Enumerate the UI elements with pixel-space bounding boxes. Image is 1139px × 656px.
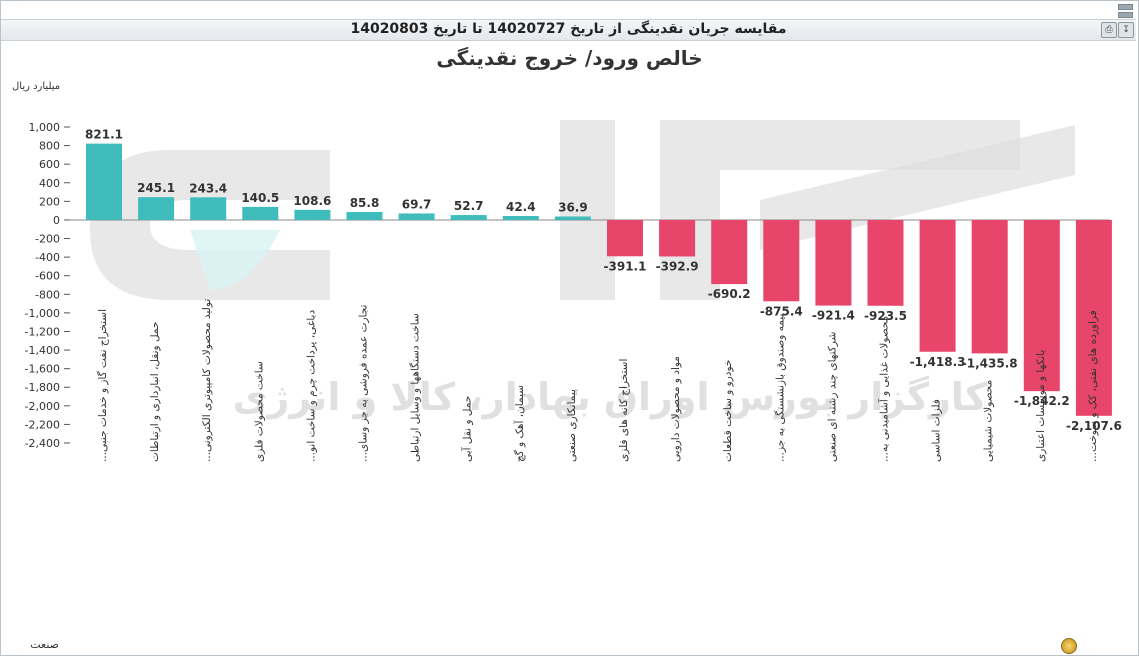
category-label: شرکتهای چند رشته ای صنعتی xyxy=(826,332,838,462)
bar xyxy=(450,215,487,220)
watermark-shape xyxy=(560,120,615,300)
bar xyxy=(138,197,175,220)
category-label: تولید محصولات کامپیوتری الکترونی... xyxy=(201,299,213,462)
value-label: 245.1 xyxy=(137,181,175,195)
bar xyxy=(502,216,539,220)
value-label: -2,107.6 xyxy=(1066,419,1122,433)
category-label: ساخت محصولات فلزی xyxy=(253,361,265,462)
refresh-icon[interactable] xyxy=(1061,638,1077,654)
category-label: استخراج کانه های فلزی xyxy=(618,359,630,462)
category-label: خودرو و ساخت قطعات xyxy=(722,360,734,462)
bar xyxy=(867,219,904,306)
value-label: 108.6 xyxy=(293,194,331,208)
bar xyxy=(554,216,591,220)
value-label: 42.4 xyxy=(506,200,536,214)
value-label: -875.4 xyxy=(760,304,803,318)
category-label: فلزات اساسی xyxy=(931,399,943,462)
category-label: ساخت دستگاهها و وسایل ارتباطی xyxy=(409,313,422,462)
watermark-logo: کارگزار بورس اوراق بهادار، کالا و انرژی xyxy=(90,120,1075,420)
bar xyxy=(711,219,748,285)
y-axis: 1,000 800 600 400 200 0 -200 -400 -600 -800 -1,000… xyxy=(25,121,1110,450)
category-label: دباغی، پرداخت چرم و ساخت انو... xyxy=(305,310,317,462)
y-tick-label: -800 xyxy=(35,288,60,301)
value-label: -392.9 xyxy=(656,259,699,273)
bars-group xyxy=(86,143,1112,416)
y-tick-label: 600 xyxy=(39,158,60,171)
y-tick-label: -200 xyxy=(35,233,60,246)
y-axis-unit: میلیارد ریال xyxy=(12,81,61,92)
y-tick-label: -2,000 xyxy=(25,400,60,413)
category-label: بانکها و موسسات اعتباری xyxy=(1035,350,1047,462)
value-label: 36.9 xyxy=(558,201,588,215)
y-tick-label: 800 xyxy=(39,140,60,153)
y-tick-label: -1,000 xyxy=(25,307,60,320)
bar xyxy=(294,209,331,220)
value-label: -1,418.3 xyxy=(910,355,966,369)
y-tick-label: 1,000 xyxy=(29,121,61,134)
window-titlebar: مقایسه جریان نقدینگی از تاریخ 14020727 ت… xyxy=(1,19,1136,41)
bar xyxy=(659,219,696,257)
category-label: بیمه وصندوق بازنشستگی به جز... xyxy=(773,314,786,462)
value-label: 243.4 xyxy=(189,181,227,195)
x-axis-title: صنعت xyxy=(30,638,59,651)
watermark-text: کارگزار بورس اوراق بهادار، کالا و انرژی xyxy=(233,375,988,420)
y-tick-label: -2,200 xyxy=(25,418,60,431)
value-label: 85.8 xyxy=(350,196,380,210)
category-label: سیمان، آهک و گچ xyxy=(513,385,526,462)
y-tick-label: -400 xyxy=(35,251,60,264)
bar xyxy=(398,213,435,220)
y-tick-label: 200 xyxy=(39,195,60,208)
category-label: حمل و نقل آبی xyxy=(461,396,474,462)
value-label: 140.5 xyxy=(241,191,279,205)
bar xyxy=(190,197,227,220)
watermark-shape xyxy=(90,150,330,300)
y-tick-label: -600 xyxy=(35,270,60,283)
y-tick-label: 400 xyxy=(39,177,60,190)
bar xyxy=(815,219,852,306)
y-tick-label: 0 xyxy=(53,214,60,227)
bar xyxy=(1023,219,1060,392)
watermark-accent xyxy=(190,230,280,290)
value-label: -391.1 xyxy=(604,259,647,273)
category-label: استخراج نفت گاز و خدمات جنبی... xyxy=(96,309,109,462)
y-tick-label: -1,800 xyxy=(25,381,60,394)
window-controls[interactable] xyxy=(1118,4,1133,20)
y-tick-label: -2,400 xyxy=(25,437,60,450)
y-tick-label: -1,200 xyxy=(25,325,60,338)
value-labels: 821.1 245.1 243.4 140.5 108.6 85.8 69.7 52.7 42.… xyxy=(85,128,1122,433)
category-label: محصولات شیمیایی xyxy=(983,380,995,462)
chart-title: خالص ورود/ خروج نقدینگی xyxy=(436,46,703,70)
category-label: پیمانکاری صنعتی xyxy=(566,389,578,462)
category-label: تجارت عمده فروشی به جز وسای... xyxy=(358,304,370,462)
window-title: مقایسه جریان نقدینگی از تاریخ 14020727 ت… xyxy=(350,21,787,37)
category-label: مواد و محصولات دارویی xyxy=(670,356,682,462)
bar xyxy=(971,219,1008,354)
bar xyxy=(242,206,279,220)
category-label: محصولات غذایی و آشامیدنی به... xyxy=(878,316,891,462)
value-label: -1,435.8 xyxy=(962,356,1018,370)
value-label: -923.5 xyxy=(864,309,907,323)
bar xyxy=(607,219,643,257)
bar xyxy=(1075,219,1112,416)
x-axis-labels: استخراج نفت گاز و خدمات جنبی... حمل ونقل،… xyxy=(96,299,1099,462)
value-label: -921.4 xyxy=(812,309,855,323)
y-tick-label: -1,600 xyxy=(25,363,60,376)
y-tick-label: -1,400 xyxy=(25,344,60,357)
value-label: -690.2 xyxy=(708,287,751,301)
value-label: 821.1 xyxy=(85,128,123,142)
category-label: حمل ونقل، انبارداری و ارتباطات xyxy=(149,322,161,462)
bar xyxy=(86,143,122,220)
watermark-shape xyxy=(760,125,1075,250)
category-label: فراورده های نفتی، کک و سوخت... xyxy=(1087,310,1099,462)
value-label: 52.7 xyxy=(454,199,484,213)
bar xyxy=(346,211,383,220)
bar xyxy=(763,219,800,302)
bar xyxy=(919,219,956,352)
value-label: 69.7 xyxy=(402,197,432,211)
printer-icon[interactable]: ⎙ xyxy=(1101,22,1117,38)
value-label: -1,842.2 xyxy=(1014,394,1070,408)
export-icon[interactable]: ↧ xyxy=(1118,22,1134,38)
